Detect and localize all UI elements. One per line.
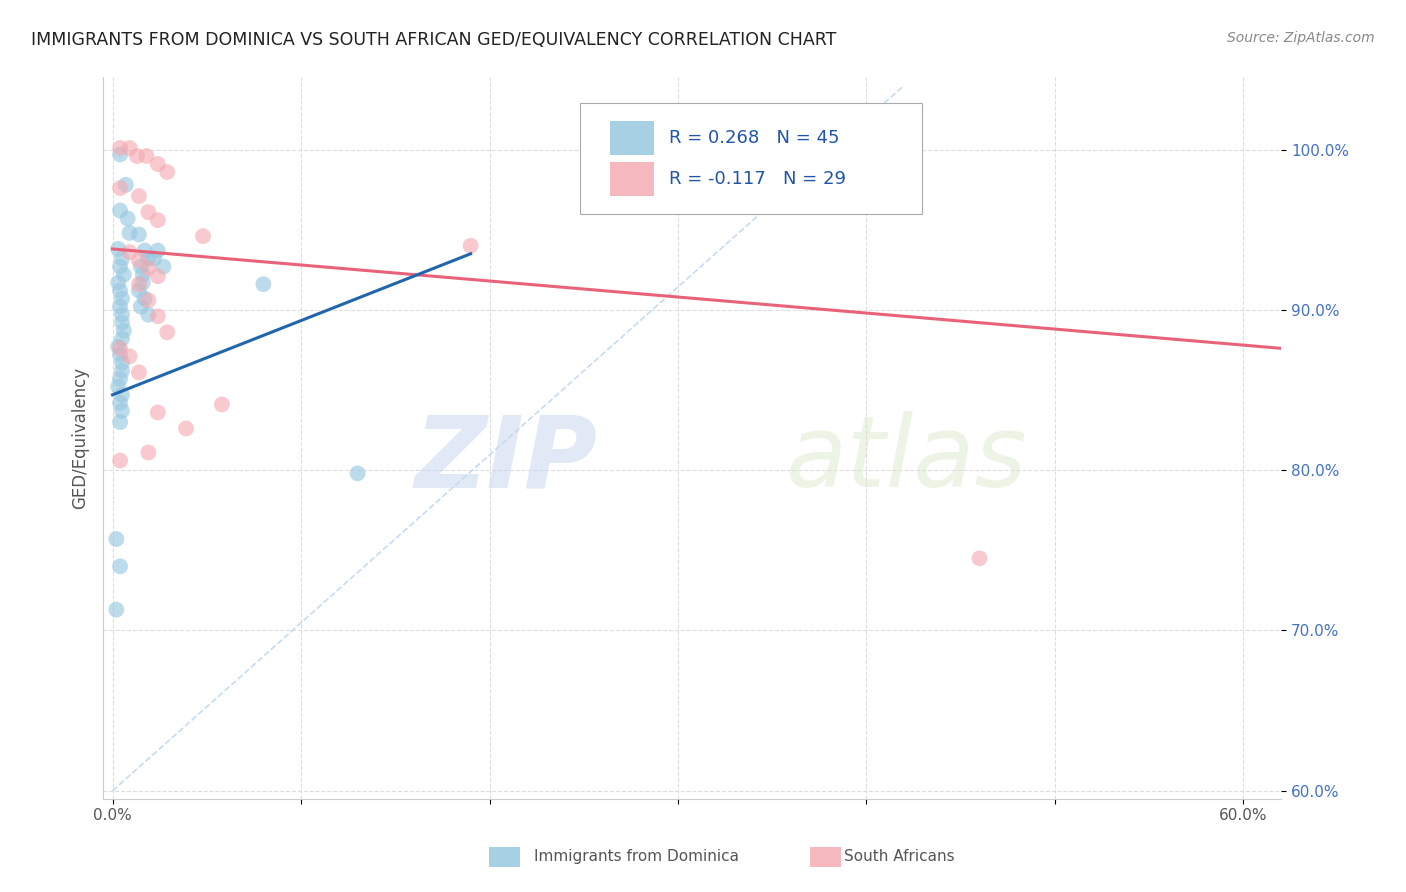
Point [108, 415, 131, 429]
Point [111, 364, 134, 378]
Point [346, 467, 368, 481]
Point [114, 178, 136, 192]
Point [108, 260, 131, 274]
Point [134, 244, 156, 258]
Point [129, 260, 152, 274]
Point [138, 261, 160, 276]
Point [143, 252, 166, 266]
Point [111, 252, 134, 266]
Point [112, 324, 135, 338]
Point [108, 348, 131, 362]
Point [117, 211, 139, 226]
Point [128, 365, 150, 379]
Point [111, 308, 134, 322]
Point [134, 292, 156, 306]
Point [156, 326, 179, 340]
Y-axis label: GED/Equivalency: GED/Equivalency [72, 367, 89, 509]
Point [138, 205, 160, 219]
Point [128, 284, 150, 298]
Point [111, 316, 134, 330]
Point [108, 300, 131, 314]
Point [138, 308, 160, 322]
Point [152, 260, 174, 274]
Point [191, 229, 214, 244]
Point [118, 245, 141, 260]
Text: ZIP: ZIP [415, 411, 598, 508]
Point [108, 284, 131, 298]
Point [125, 149, 148, 163]
Point [111, 356, 134, 370]
Point [105, 532, 128, 546]
Point [146, 157, 169, 171]
Point [107, 340, 129, 354]
Point [108, 141, 131, 155]
Point [131, 268, 153, 282]
Point [107, 242, 129, 256]
Point [108, 147, 131, 161]
Point [107, 380, 129, 394]
Point [111, 388, 134, 402]
Point [108, 181, 131, 195]
Point [460, 239, 482, 253]
Point [108, 396, 131, 410]
Point [107, 276, 129, 290]
Point [112, 268, 135, 282]
Point [129, 300, 152, 314]
Point [111, 292, 134, 306]
Point [128, 253, 150, 268]
Point [118, 226, 141, 240]
Point [131, 276, 153, 290]
Point [108, 203, 131, 218]
Point [108, 342, 131, 356]
Point [135, 149, 157, 163]
Point [138, 445, 160, 459]
Text: R = 0.268   N = 45: R = 0.268 N = 45 [669, 129, 839, 147]
Point [138, 252, 160, 266]
FancyBboxPatch shape [581, 103, 922, 214]
Point [108, 559, 131, 574]
Point [211, 397, 233, 411]
Point [111, 332, 134, 346]
Text: Source: ZipAtlas.com: Source: ZipAtlas.com [1227, 31, 1375, 45]
Point [111, 404, 134, 418]
Text: Immigrants from Dominica: Immigrants from Dominica [534, 849, 740, 863]
Point [118, 141, 141, 155]
Point [128, 277, 150, 292]
FancyBboxPatch shape [610, 161, 654, 196]
Point [138, 293, 160, 308]
FancyBboxPatch shape [610, 120, 654, 155]
Point [108, 372, 131, 386]
Point [174, 421, 197, 435]
Point [118, 349, 141, 363]
Point [128, 227, 150, 242]
Point [146, 213, 169, 227]
Point [146, 269, 169, 284]
Point [105, 602, 128, 616]
Text: South Africans: South Africans [844, 849, 955, 863]
Point [146, 244, 169, 258]
Point [146, 405, 169, 419]
Text: IMMIGRANTS FROM DOMINICA VS SOUTH AFRICAN GED/EQUIVALENCY CORRELATION CHART: IMMIGRANTS FROM DOMINICA VS SOUTH AFRICA… [31, 31, 837, 49]
Point [146, 310, 169, 324]
Point [156, 165, 179, 179]
Point [969, 551, 991, 566]
Text: atlas: atlas [786, 411, 1028, 508]
Point [108, 453, 131, 467]
Point [252, 277, 274, 292]
Text: R = -0.117   N = 29: R = -0.117 N = 29 [669, 170, 845, 188]
Point [128, 189, 150, 203]
